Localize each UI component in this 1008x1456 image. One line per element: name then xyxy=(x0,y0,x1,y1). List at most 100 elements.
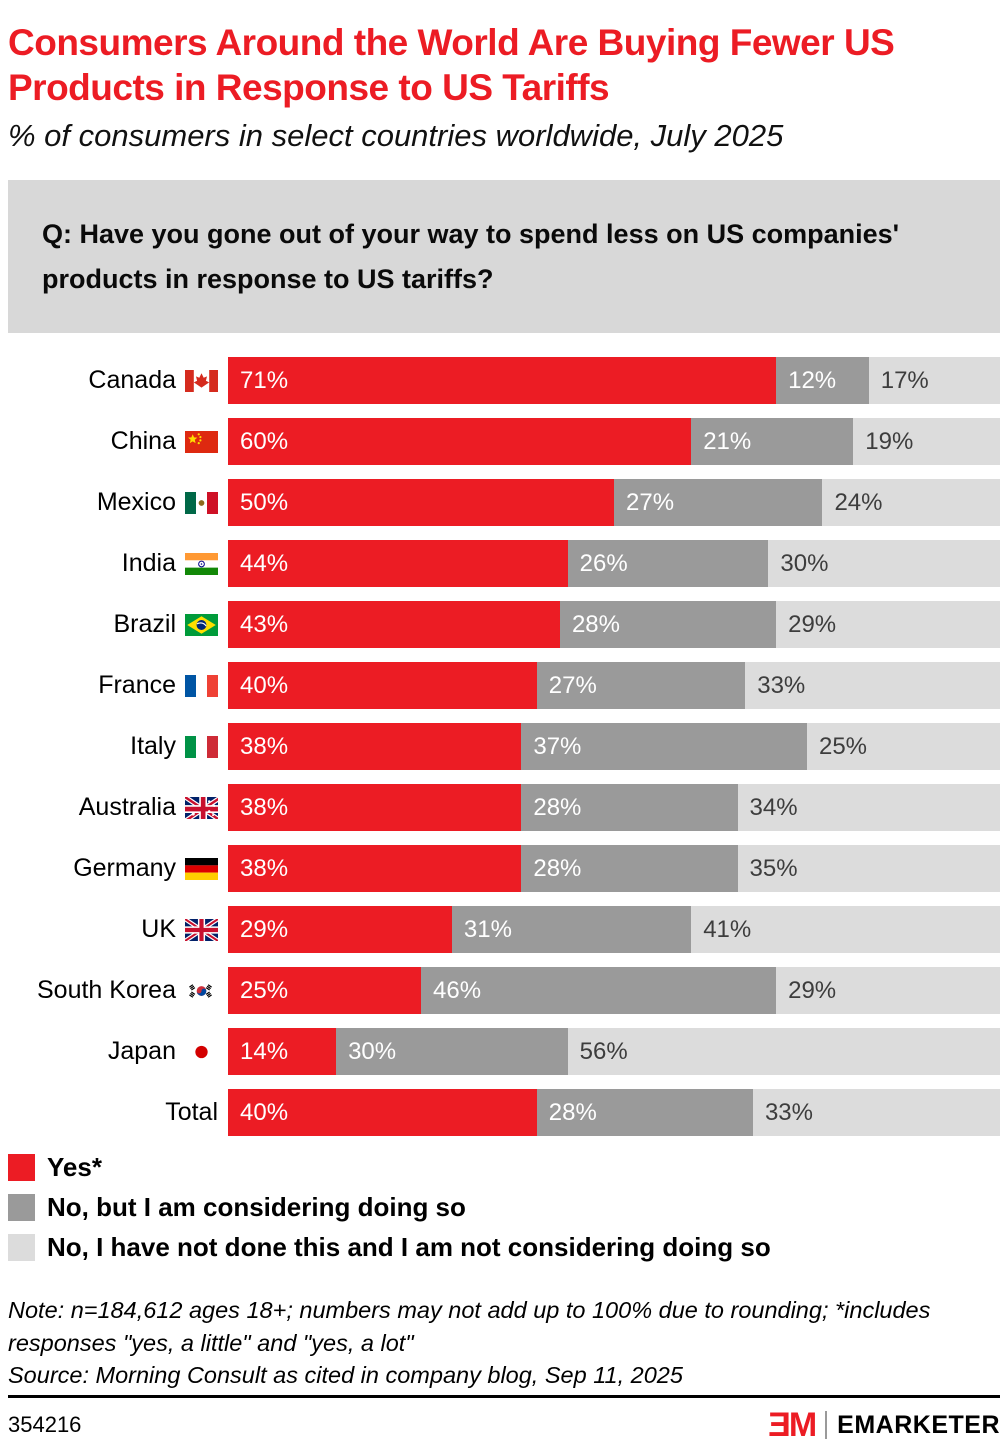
country-name: Brazil xyxy=(113,610,176,639)
stacked-bar: 25% 46% 29% xyxy=(228,967,1000,1015)
segment-value-label: 21% xyxy=(703,427,752,455)
segment-value-label: 33% xyxy=(757,671,806,699)
source-text: Source: Morning Consult as cited in comp… xyxy=(8,1362,683,1389)
flag-italy-icon xyxy=(185,735,218,758)
country-name: Mexico xyxy=(96,488,176,517)
chart-row-brazil: Brazil 43% 28% 29% xyxy=(8,601,1000,649)
chart-row-mexico: Mexico 50% 27% 24% xyxy=(8,479,1000,527)
row-label: China xyxy=(8,427,228,456)
bar-segment-yes: 14% xyxy=(228,1028,337,1076)
row-label: Brazil xyxy=(8,610,228,639)
stacked-bar: 60% 21% 19% xyxy=(228,418,1000,466)
stacked-bar: 71% 12% 17% xyxy=(228,357,1000,405)
legend-item-not-considering: No, I have not done this and I am not co… xyxy=(8,1232,1000,1263)
segment-value-label: 44% xyxy=(240,549,289,577)
bar-segment-not-considering: 30% xyxy=(768,540,1000,588)
segment-value-label: 29% xyxy=(240,915,289,943)
stacked-bar: 50% 27% 24% xyxy=(228,479,1000,527)
bar-segment-considering: 46% xyxy=(421,967,777,1015)
segment-value-label: 25% xyxy=(240,976,289,1004)
segment-value-label: 30% xyxy=(780,549,829,577)
legend-label: No, but I am considering doing so xyxy=(47,1192,466,1223)
segment-value-label: 31% xyxy=(463,915,512,943)
chart-row-france: France 40% 27% 33% xyxy=(8,662,1000,710)
flag-uk-icon xyxy=(185,918,218,941)
bar-segment-not-considering: 25% xyxy=(806,723,1000,771)
legend-label: Yes* xyxy=(47,1152,102,1183)
bar-segment-not-considering: 41% xyxy=(691,906,1000,954)
legend-item-yes: Yes* xyxy=(8,1152,1000,1183)
flag-australia-icon xyxy=(185,796,218,819)
segment-value-label: 71% xyxy=(240,366,289,394)
chart-row-total: Total 40% 28% 33% xyxy=(8,1089,1000,1137)
bar-segment-not-considering: 17% xyxy=(868,357,1000,405)
chart-row-germany: Germany 38% 28% 35% xyxy=(8,845,1000,893)
segment-value-label: 29% xyxy=(788,976,837,1004)
footnotes: Note: n=184,612 ages 18+; numbers may no… xyxy=(8,1294,998,1391)
flag-southkorea-icon xyxy=(185,979,218,1002)
footer-bar: 354216 ƎM EMARKETER xyxy=(8,1395,1000,1442)
segment-value-label: 30% xyxy=(348,1037,397,1065)
flag-brazil-icon xyxy=(185,613,218,636)
chart-row-italy: Italy 38% 37% 25% xyxy=(8,723,1000,771)
bar-segment-yes: 38% xyxy=(228,845,522,893)
segment-value-label: 14% xyxy=(240,1037,289,1065)
chart-header: Consumers Around the World Are Buying Fe… xyxy=(8,20,1000,154)
stacked-bar: 40% 27% 33% xyxy=(228,662,1000,710)
row-label: UK xyxy=(8,915,228,944)
bar-segment-considering: 12% xyxy=(776,357,869,405)
bar-segment-not-considering: 35% xyxy=(737,845,1000,893)
segment-value-label: 27% xyxy=(548,671,597,699)
bar-segment-considering: 21% xyxy=(691,418,854,466)
segment-value-label: 43% xyxy=(240,610,289,638)
question-text: Q: Have you gone out of your way to spen… xyxy=(42,219,900,294)
stacked-bar: 38% 37% 25% xyxy=(228,723,1000,771)
page-title: Consumers Around the World Are Buying Fe… xyxy=(8,22,895,109)
bar-segment-not-considering: 19% xyxy=(853,418,1000,466)
flag-canada-icon xyxy=(185,369,218,392)
flag-mexico-icon xyxy=(185,491,218,514)
bar-segment-yes: 71% xyxy=(228,357,777,405)
row-label: South Korea xyxy=(8,976,228,1005)
row-label: France xyxy=(8,671,228,700)
flag-germany-icon xyxy=(185,857,218,880)
stacked-bar-chart: Canada 71% 12% 17% China 60% 21% 19% Mexico 50% 27… xyxy=(8,357,1000,1137)
country-name: Germany xyxy=(73,854,176,883)
stacked-bar: 29% 31% 41% xyxy=(228,906,1000,954)
emarketer-logo-icon: ƎM xyxy=(768,1406,817,1444)
segment-value-label: 40% xyxy=(240,671,289,699)
bar-segment-considering: 28% xyxy=(521,784,738,832)
chart-row-australia: Australia 38% 28% 34% xyxy=(8,784,1000,832)
country-name: China xyxy=(110,427,176,456)
segment-value-label: 40% xyxy=(240,1098,289,1126)
bar-segment-yes: 40% xyxy=(228,1089,537,1137)
segment-value-label: 28% xyxy=(533,793,582,821)
legend-swatch-icon xyxy=(8,1234,35,1262)
segment-value-label: 37% xyxy=(533,732,582,760)
segment-value-label: 41% xyxy=(703,915,752,943)
bar-segment-considering: 28% xyxy=(559,601,777,649)
chart-row-china: China 60% 21% 19% xyxy=(8,418,1000,466)
bar-segment-not-considering: 24% xyxy=(822,479,1000,527)
segment-value-label: 29% xyxy=(788,610,837,638)
bar-segment-considering: 28% xyxy=(521,845,738,893)
country-name: Italy xyxy=(130,732,176,761)
chart-id: 354216 xyxy=(8,1412,82,1437)
legend-item-considering: No, but I am considering doing so xyxy=(8,1192,1000,1223)
bar-segment-yes: 38% xyxy=(228,784,522,832)
segment-value-label: 26% xyxy=(579,549,628,577)
segment-value-label: 56% xyxy=(579,1037,628,1065)
bar-segment-not-considering: 56% xyxy=(567,1028,1000,1076)
country-name: Canada xyxy=(88,366,176,395)
country-name: UK xyxy=(141,915,176,944)
bar-segment-yes: 25% xyxy=(228,967,421,1015)
flag-china-icon xyxy=(185,430,218,453)
stacked-bar: 44% 26% 30% xyxy=(228,540,1000,588)
bar-segment-yes: 44% xyxy=(228,540,568,588)
bar-segment-yes: 43% xyxy=(228,601,560,649)
segment-value-label: 17% xyxy=(880,366,929,394)
chart-row-india: India 44% 26% 30% xyxy=(8,540,1000,588)
chart-row-uk: UK 29% 31% 41% xyxy=(8,906,1000,954)
country-name: Japan xyxy=(107,1037,176,1066)
row-label: Mexico xyxy=(8,488,228,517)
